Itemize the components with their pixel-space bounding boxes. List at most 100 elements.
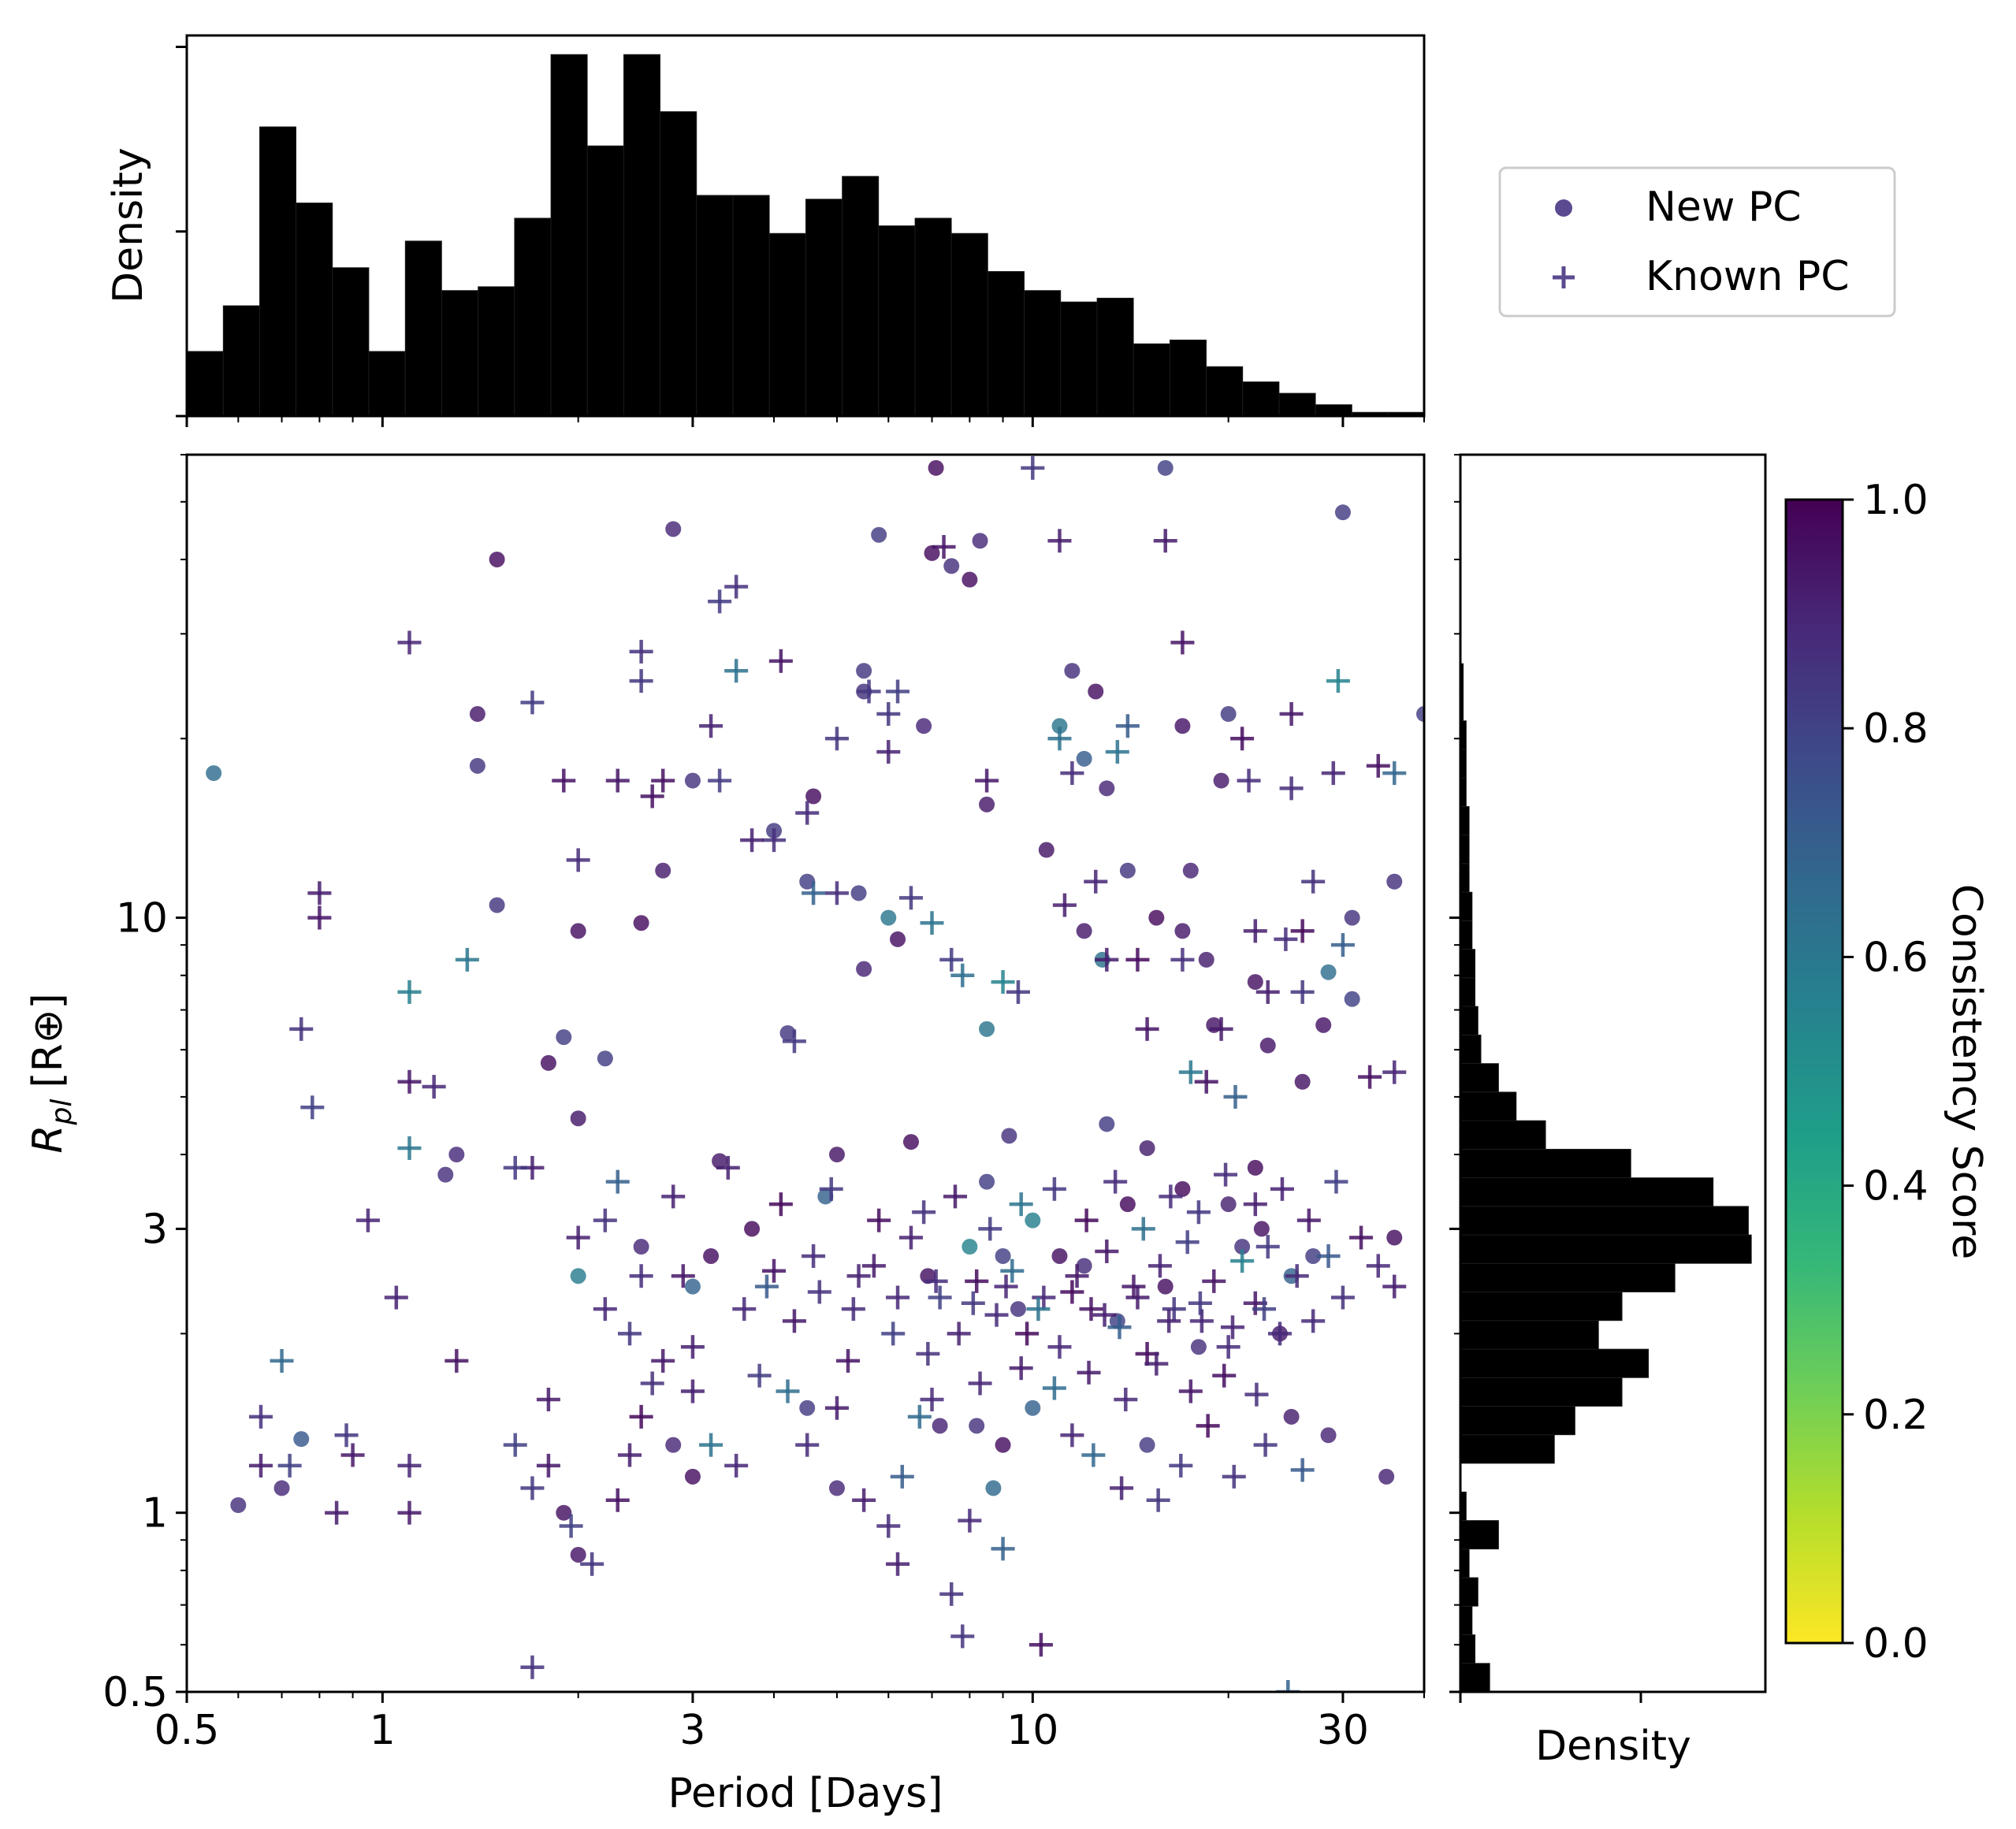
- known-pc-point: [1125, 947, 1150, 972]
- known-pc-point: [724, 1453, 749, 1478]
- known-pc-point: [1220, 1315, 1244, 1340]
- right-histogram-bar: [1460, 1634, 1476, 1664]
- known-pc-point: [1159, 1184, 1183, 1209]
- known-pc-point: [975, 768, 999, 793]
- known-pc-point: [920, 911, 944, 935]
- known-pc-point: [1285, 1264, 1309, 1288]
- known-pc-point: [1153, 529, 1177, 553]
- right-histogram-bar: [1460, 1577, 1479, 1607]
- known-pc-point: [932, 534, 956, 559]
- known-pc-point: [680, 1379, 705, 1403]
- new-pc-point: [1320, 1427, 1337, 1444]
- known-pc-point: [566, 848, 590, 872]
- known-pc-point: [671, 1264, 695, 1288]
- new-pc-point: [902, 1134, 919, 1151]
- top-histogram-bar: [296, 203, 333, 417]
- known-pc-point: [958, 1508, 982, 1533]
- top-histogram-bar: [768, 232, 806, 417]
- new-pc-point: [817, 1188, 834, 1205]
- known-pc-point: [444, 1348, 469, 1373]
- right-histogram-bar: [1460, 977, 1476, 1007]
- right-histogram-bar: [1460, 1377, 1623, 1407]
- new-pc-point: [856, 961, 872, 977]
- legend-label-new-pc: New PC: [1646, 184, 1802, 231]
- right-histogram-bar: [1460, 1292, 1623, 1322]
- known-pc-point: [1290, 919, 1315, 943]
- new-pc-point: [1139, 1437, 1155, 1453]
- known-pc-point: [881, 1322, 906, 1346]
- new-pc-point: [570, 1110, 586, 1127]
- known-pc-point: [1121, 1274, 1146, 1299]
- known-pc-point: [920, 1387, 944, 1411]
- known-pc-point: [802, 881, 826, 905]
- known-pc-point: [1032, 1285, 1056, 1310]
- right-histogram-bar: [1460, 1605, 1473, 1635]
- known-pc-point: [325, 1500, 349, 1525]
- new-pc-point: [828, 1480, 845, 1496]
- top-histogram-bar: [1024, 290, 1062, 417]
- new-pc-point: [1139, 1139, 1155, 1156]
- known-pc-point: [277, 1453, 302, 1478]
- known-pc-point: [520, 690, 545, 715]
- new-pc-point: [890, 931, 906, 947]
- known-pc-point: [876, 702, 901, 727]
- known-pc-point: [991, 970, 1015, 994]
- new-pc-point: [779, 1024, 796, 1041]
- known-pc-point: [1330, 933, 1355, 957]
- known-pc-point: [1330, 1285, 1355, 1310]
- known-pc-point: [1216, 1335, 1240, 1359]
- new-pc-point: [979, 1020, 995, 1037]
- new-pc-point: [995, 1247, 1011, 1264]
- right-histogram-xlabel: Density: [1535, 1723, 1691, 1770]
- new-pc-point: [1305, 1247, 1322, 1264]
- known-pc-point: [724, 659, 749, 683]
- new-pc-point: [570, 923, 586, 939]
- new-pc-point: [633, 915, 649, 931]
- known-pc-point: [1095, 1239, 1119, 1263]
- known-pc-point: [898, 886, 923, 910]
- known-pc-point: [559, 1514, 583, 1538]
- new-pc-point: [871, 526, 887, 543]
- known-pc-point: [762, 828, 787, 853]
- new-pc-point: [712, 1153, 728, 1169]
- new-pc-point: [1334, 504, 1351, 521]
- known-pc-point: [1042, 1177, 1066, 1201]
- legend-marker-new-pc: [1555, 199, 1572, 217]
- known-pc-point: [886, 1552, 910, 1576]
- top-histogram-bar: [1169, 339, 1207, 417]
- known-pc-point: [618, 1443, 642, 1467]
- new-pc-point: [293, 1431, 310, 1448]
- known-pc-point: [1060, 1423, 1084, 1448]
- colorbar-label: Consistency Score: [1943, 884, 1990, 1260]
- known-pc-point: [397, 1069, 422, 1094]
- new-pc-point: [1220, 1196, 1237, 1213]
- known-pc-point: [867, 1208, 891, 1232]
- known-pc-point: [841, 1297, 865, 1322]
- new-pc-point: [805, 788, 822, 805]
- colorbar-gradient: [1786, 500, 1843, 1643]
- new-pc-point: [556, 1504, 572, 1521]
- known-pc-point: [1021, 455, 1045, 480]
- new-pc-point: [1190, 1339, 1207, 1355]
- known-pc-point: [1244, 1382, 1269, 1407]
- new-pc-point: [916, 718, 932, 734]
- new-pc-point: [1076, 750, 1092, 767]
- known-pc-point: [740, 828, 764, 853]
- known-pc-point: [1115, 714, 1140, 738]
- new-pc-point: [1157, 459, 1174, 476]
- known-pc-point: [1366, 1254, 1390, 1278]
- colorbar-tick-label: 0.6: [1863, 934, 1929, 981]
- known-pc-point: [1081, 1443, 1106, 1467]
- right-histogram-bars: [1460, 663, 1752, 1693]
- new-pc-point: [1157, 1278, 1174, 1295]
- top-histogram: Density: [105, 34, 1426, 427]
- new-pc-point: [1220, 706, 1237, 723]
- new-pc-point: [962, 571, 978, 588]
- right-histogram-bar: [1460, 1262, 1676, 1292]
- known-pc-point: [961, 1291, 985, 1315]
- known-pc-point: [1065, 1264, 1089, 1288]
- right-histogram-bar: [1460, 920, 1473, 950]
- known-pc-point: [1237, 768, 1261, 793]
- known-pc-point: [1316, 1243, 1341, 1268]
- known-pc-point: [605, 768, 630, 793]
